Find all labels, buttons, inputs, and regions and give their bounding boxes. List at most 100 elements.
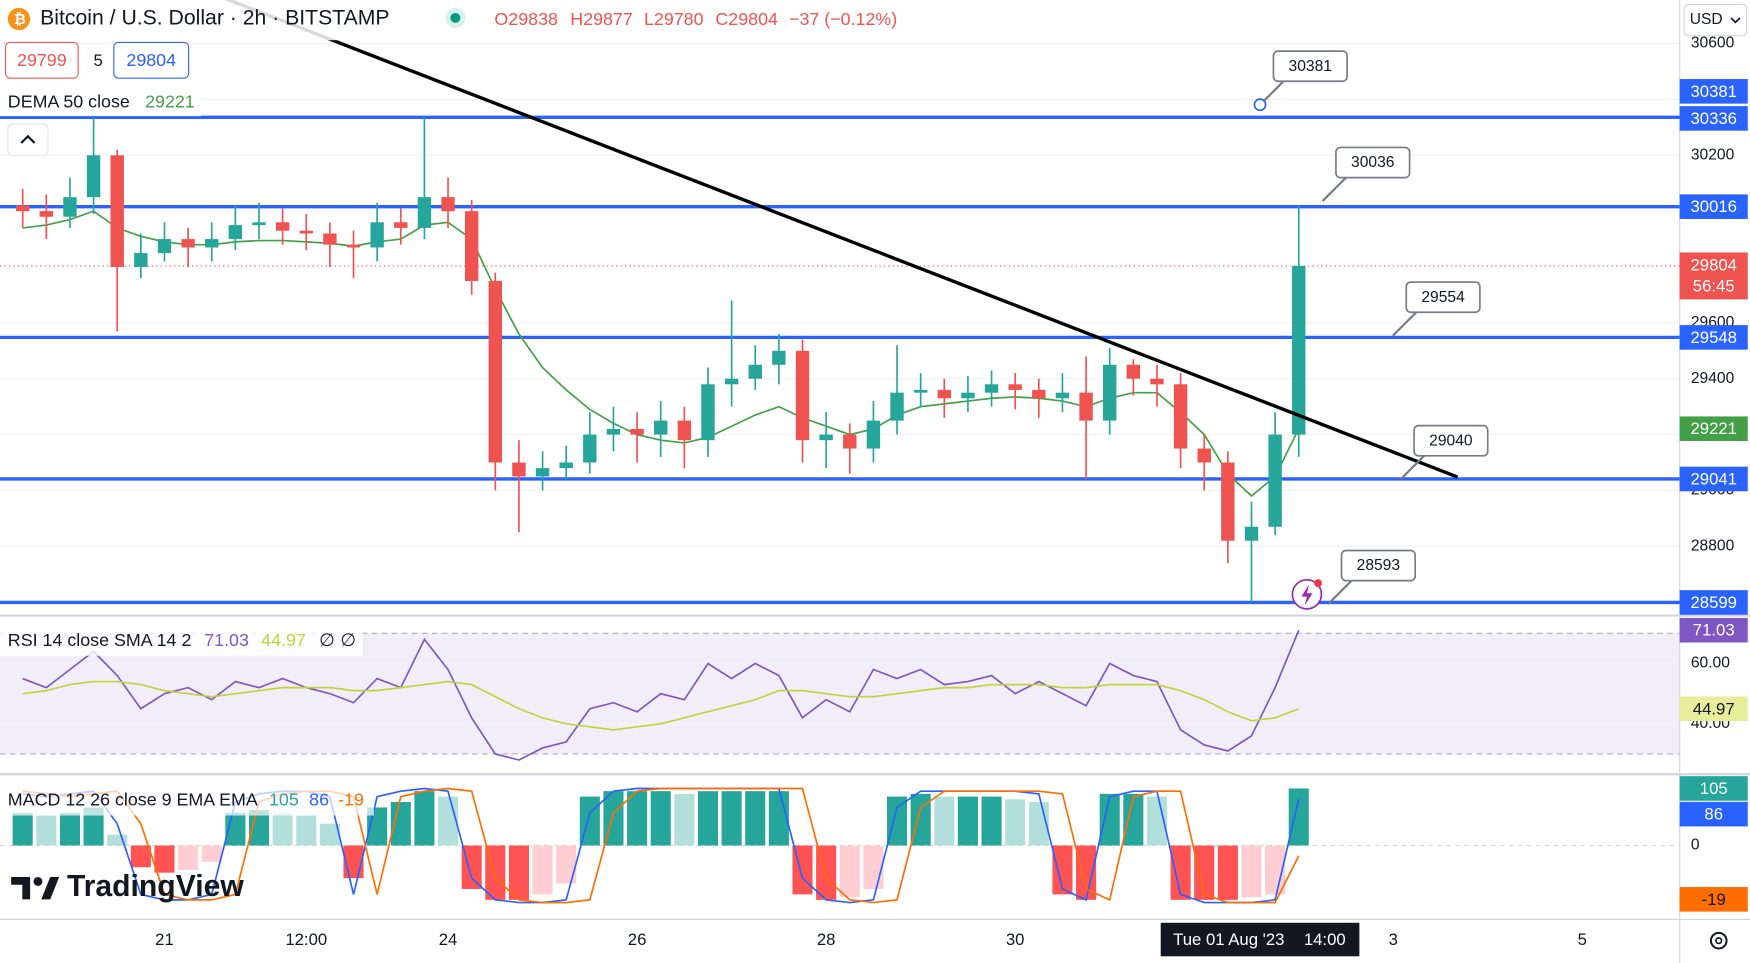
candle-body — [228, 225, 243, 240]
macd-histogram-bar — [1123, 793, 1144, 846]
callout-leader — [1321, 175, 1348, 202]
macd-histogram-bar — [1170, 845, 1191, 900]
candle-body — [913, 389, 928, 393]
crosshair-time: 14:00 — [1304, 930, 1346, 949]
symbol-title: Bitcoin / U.S. Dollar · 2h · BITSTAMP — [40, 7, 389, 30]
price-label-box — [1679, 887, 1748, 912]
buy-button[interactable] — [113, 41, 190, 79]
legend-value: -19 — [338, 790, 364, 810]
settings-icon[interactable] — [1709, 931, 1728, 950]
logo-mark — [41, 876, 60, 900]
price-label: 29548 — [1690, 328, 1737, 347]
market-status-dot — [450, 12, 461, 23]
macd-histogram-bar — [1052, 845, 1073, 895]
crosshair-time-box — [1160, 922, 1360, 957]
rsi-line — [22, 680, 1300, 731]
callout-box — [1272, 50, 1348, 83]
candle-body — [275, 222, 290, 231]
macd-histogram-bar — [957, 796, 978, 846]
macd-histogram-bar — [437, 796, 459, 846]
macd-histogram-bar — [721, 791, 742, 846]
candle-body — [748, 364, 762, 379]
macd-histogram-bar — [1099, 793, 1120, 846]
macd-histogram-bar — [36, 815, 57, 846]
last-price-label: 29804 — [1690, 255, 1737, 274]
legend-value: 86 — [309, 790, 329, 810]
ohlc-close: C29804 — [715, 9, 778, 29]
candle-body — [205, 239, 219, 248]
currency: USD — [1690, 11, 1723, 28]
macd-histogram-bar — [1217, 845, 1238, 900]
macd-histogram-bar — [107, 834, 128, 846]
last-price-box — [1679, 252, 1748, 300]
candle-body — [630, 428, 644, 435]
collapse-icon — [20, 134, 36, 144]
price-label-box — [1679, 776, 1748, 801]
candle-body — [63, 197, 77, 217]
sell-button[interactable] — [5, 41, 79, 79]
candle-body — [417, 197, 432, 228]
candle-body — [795, 350, 810, 441]
macd-histogram-bar — [1146, 796, 1168, 846]
macd-histogram-bar — [863, 845, 884, 889]
candle-body — [559, 462, 573, 469]
header-bg — [0, 0, 1675, 41]
callout-label: 30381 — [1289, 58, 1332, 75]
macd-histogram-bar — [461, 845, 482, 889]
x-tick-label: 28 — [817, 930, 836, 949]
logo-text: TradingView — [67, 870, 244, 903]
price-label: 29221 — [1690, 419, 1737, 438]
legend-value: 29221 — [145, 91, 195, 111]
candle-body — [134, 253, 148, 268]
candle-body — [1150, 378, 1164, 385]
settings-gear-center — [1715, 937, 1723, 945]
callout-box — [1413, 424, 1489, 457]
currency-button[interactable] — [1683, 3, 1748, 37]
candle-body — [1103, 364, 1117, 421]
macd-histogram-bar — [390, 802, 411, 846]
macd-histogram-bar — [981, 796, 1002, 846]
candle-body — [1197, 448, 1211, 463]
ohlc-open: O29838 — [494, 9, 558, 29]
macd-histogram-bar — [319, 823, 340, 846]
crosshair-date: Tue 01 Aug '23 — [1173, 930, 1284, 949]
candle-body — [961, 392, 975, 399]
callout-leader — [1399, 453, 1427, 481]
macd-histogram-bar — [556, 845, 577, 884]
candle-body — [1221, 462, 1235, 541]
macd-line — [22, 787, 1300, 904]
macd-histogram-bar — [59, 812, 80, 846]
legend-bg — [0, 786, 374, 816]
legend-value: 71.03 — [204, 630, 249, 650]
price-label-box — [1679, 801, 1748, 827]
candle-body — [110, 155, 124, 268]
candle-body — [843, 434, 857, 449]
x-tick-label: 5 — [1578, 930, 1587, 949]
price-label: 29041 — [1690, 470, 1737, 489]
macd-histogram-bar — [532, 845, 553, 895]
legend-bg — [0, 87, 201, 117]
candle-body — [512, 462, 526, 477]
macd-histogram-bar — [272, 812, 293, 846]
macd-histogram-bar — [201, 845, 222, 862]
price-label: 28599 — [1690, 593, 1737, 612]
spread: 5 — [94, 51, 103, 70]
legend-value: 105 — [269, 790, 299, 810]
x-tick-label: 12:00 — [285, 930, 327, 949]
collapse-legend-button[interactable] — [7, 123, 49, 156]
candle-body — [346, 244, 361, 248]
callout-box — [1405, 281, 1481, 314]
ohlc-change: −37 (−0.12%) — [789, 9, 897, 29]
price-label: 30016 — [1690, 197, 1737, 216]
bitcoin-icon — [7, 7, 31, 31]
price-label: 30336 — [1690, 109, 1737, 128]
candle-body — [1126, 364, 1141, 379]
y-tick-label: 60.00 — [1691, 655, 1730, 672]
candle-body — [299, 230, 313, 234]
macd-histogram-bar — [296, 815, 317, 846]
candle-body — [86, 155, 101, 198]
candle-body — [1268, 434, 1282, 527]
macd-histogram-bar — [83, 807, 104, 846]
candle-body — [1008, 384, 1022, 390]
macd-histogram-bar — [910, 793, 931, 846]
